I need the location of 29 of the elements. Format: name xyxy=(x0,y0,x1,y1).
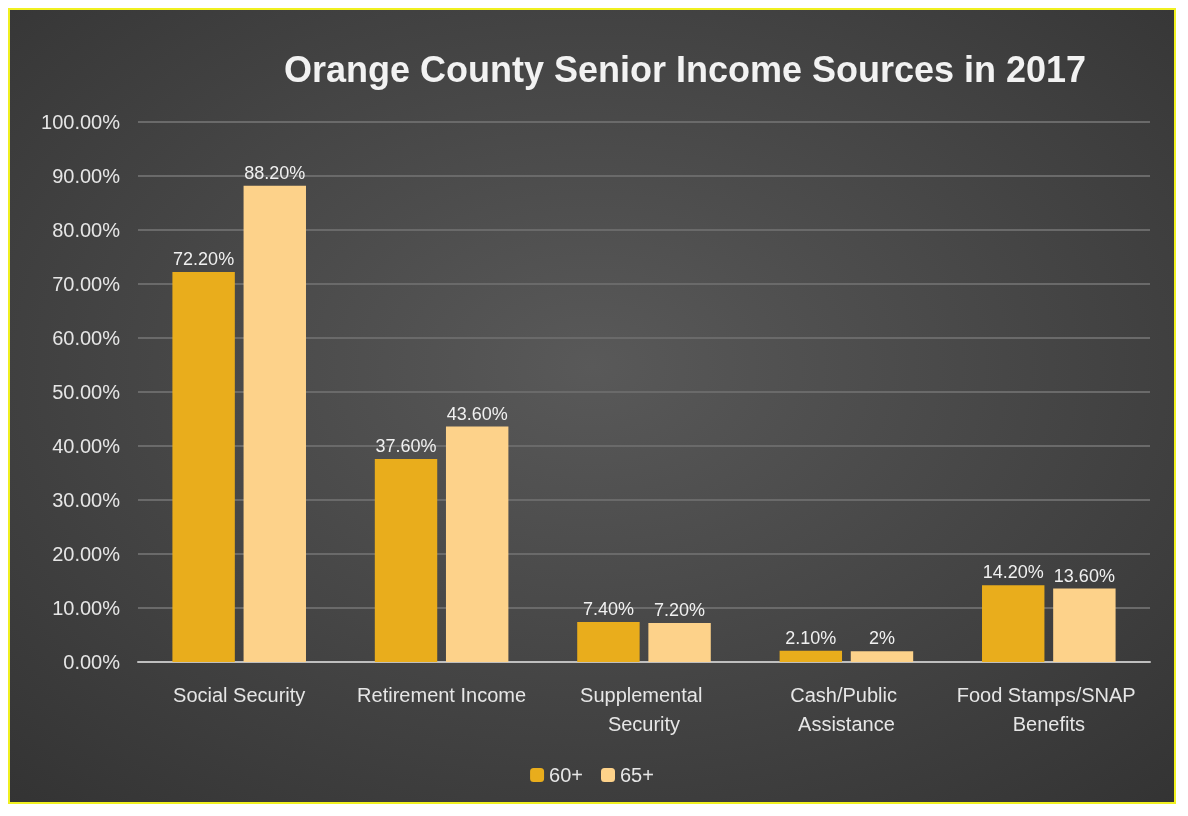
y-tick-label: 80.00% xyxy=(52,219,121,241)
y-tick-label: 40.00% xyxy=(52,435,121,457)
y-tick-label: 100.00% xyxy=(41,111,121,133)
data-label: 7.20% xyxy=(654,600,706,621)
y-tick-label: 50.00% xyxy=(52,381,121,403)
x-tick-label: Supplemental Security xyxy=(580,683,708,735)
x-tick-label: Retirement Income xyxy=(357,683,527,706)
data-label: 37.60% xyxy=(375,435,437,456)
y-tick-label: 20.00% xyxy=(52,543,121,565)
data-label: 7.40% xyxy=(582,599,634,620)
data-label: 72.20% xyxy=(173,249,235,270)
y-tick-label: 70.00% xyxy=(52,273,121,295)
y-tick-label: 0.00% xyxy=(63,651,121,673)
data-label: 2% xyxy=(868,628,895,649)
data-label: 43.60% xyxy=(446,403,508,424)
chart-title: Orange County Senior Income Sources in 2017 xyxy=(283,48,1087,90)
data-label: 88.20% xyxy=(244,162,306,183)
y-tick-label: 30.00% xyxy=(52,489,121,511)
legend-label: 65+ xyxy=(620,764,654,786)
x-tick-label: Cash/Public Assistance xyxy=(790,683,903,735)
y-tick-label: 90.00% xyxy=(52,165,121,187)
x-tick-label: Social Security xyxy=(173,683,306,706)
y-tick-label: 60.00% xyxy=(52,327,121,349)
y-tick-label: 10.00% xyxy=(52,597,121,619)
legend-label: 60+ xyxy=(549,764,584,786)
data-label: 2.10% xyxy=(785,627,837,648)
data-label: 13.60% xyxy=(1053,565,1115,586)
x-tick-label: Food Stamps/SNAP Benefits xyxy=(956,683,1141,735)
data-label: 14.20% xyxy=(982,562,1044,583)
